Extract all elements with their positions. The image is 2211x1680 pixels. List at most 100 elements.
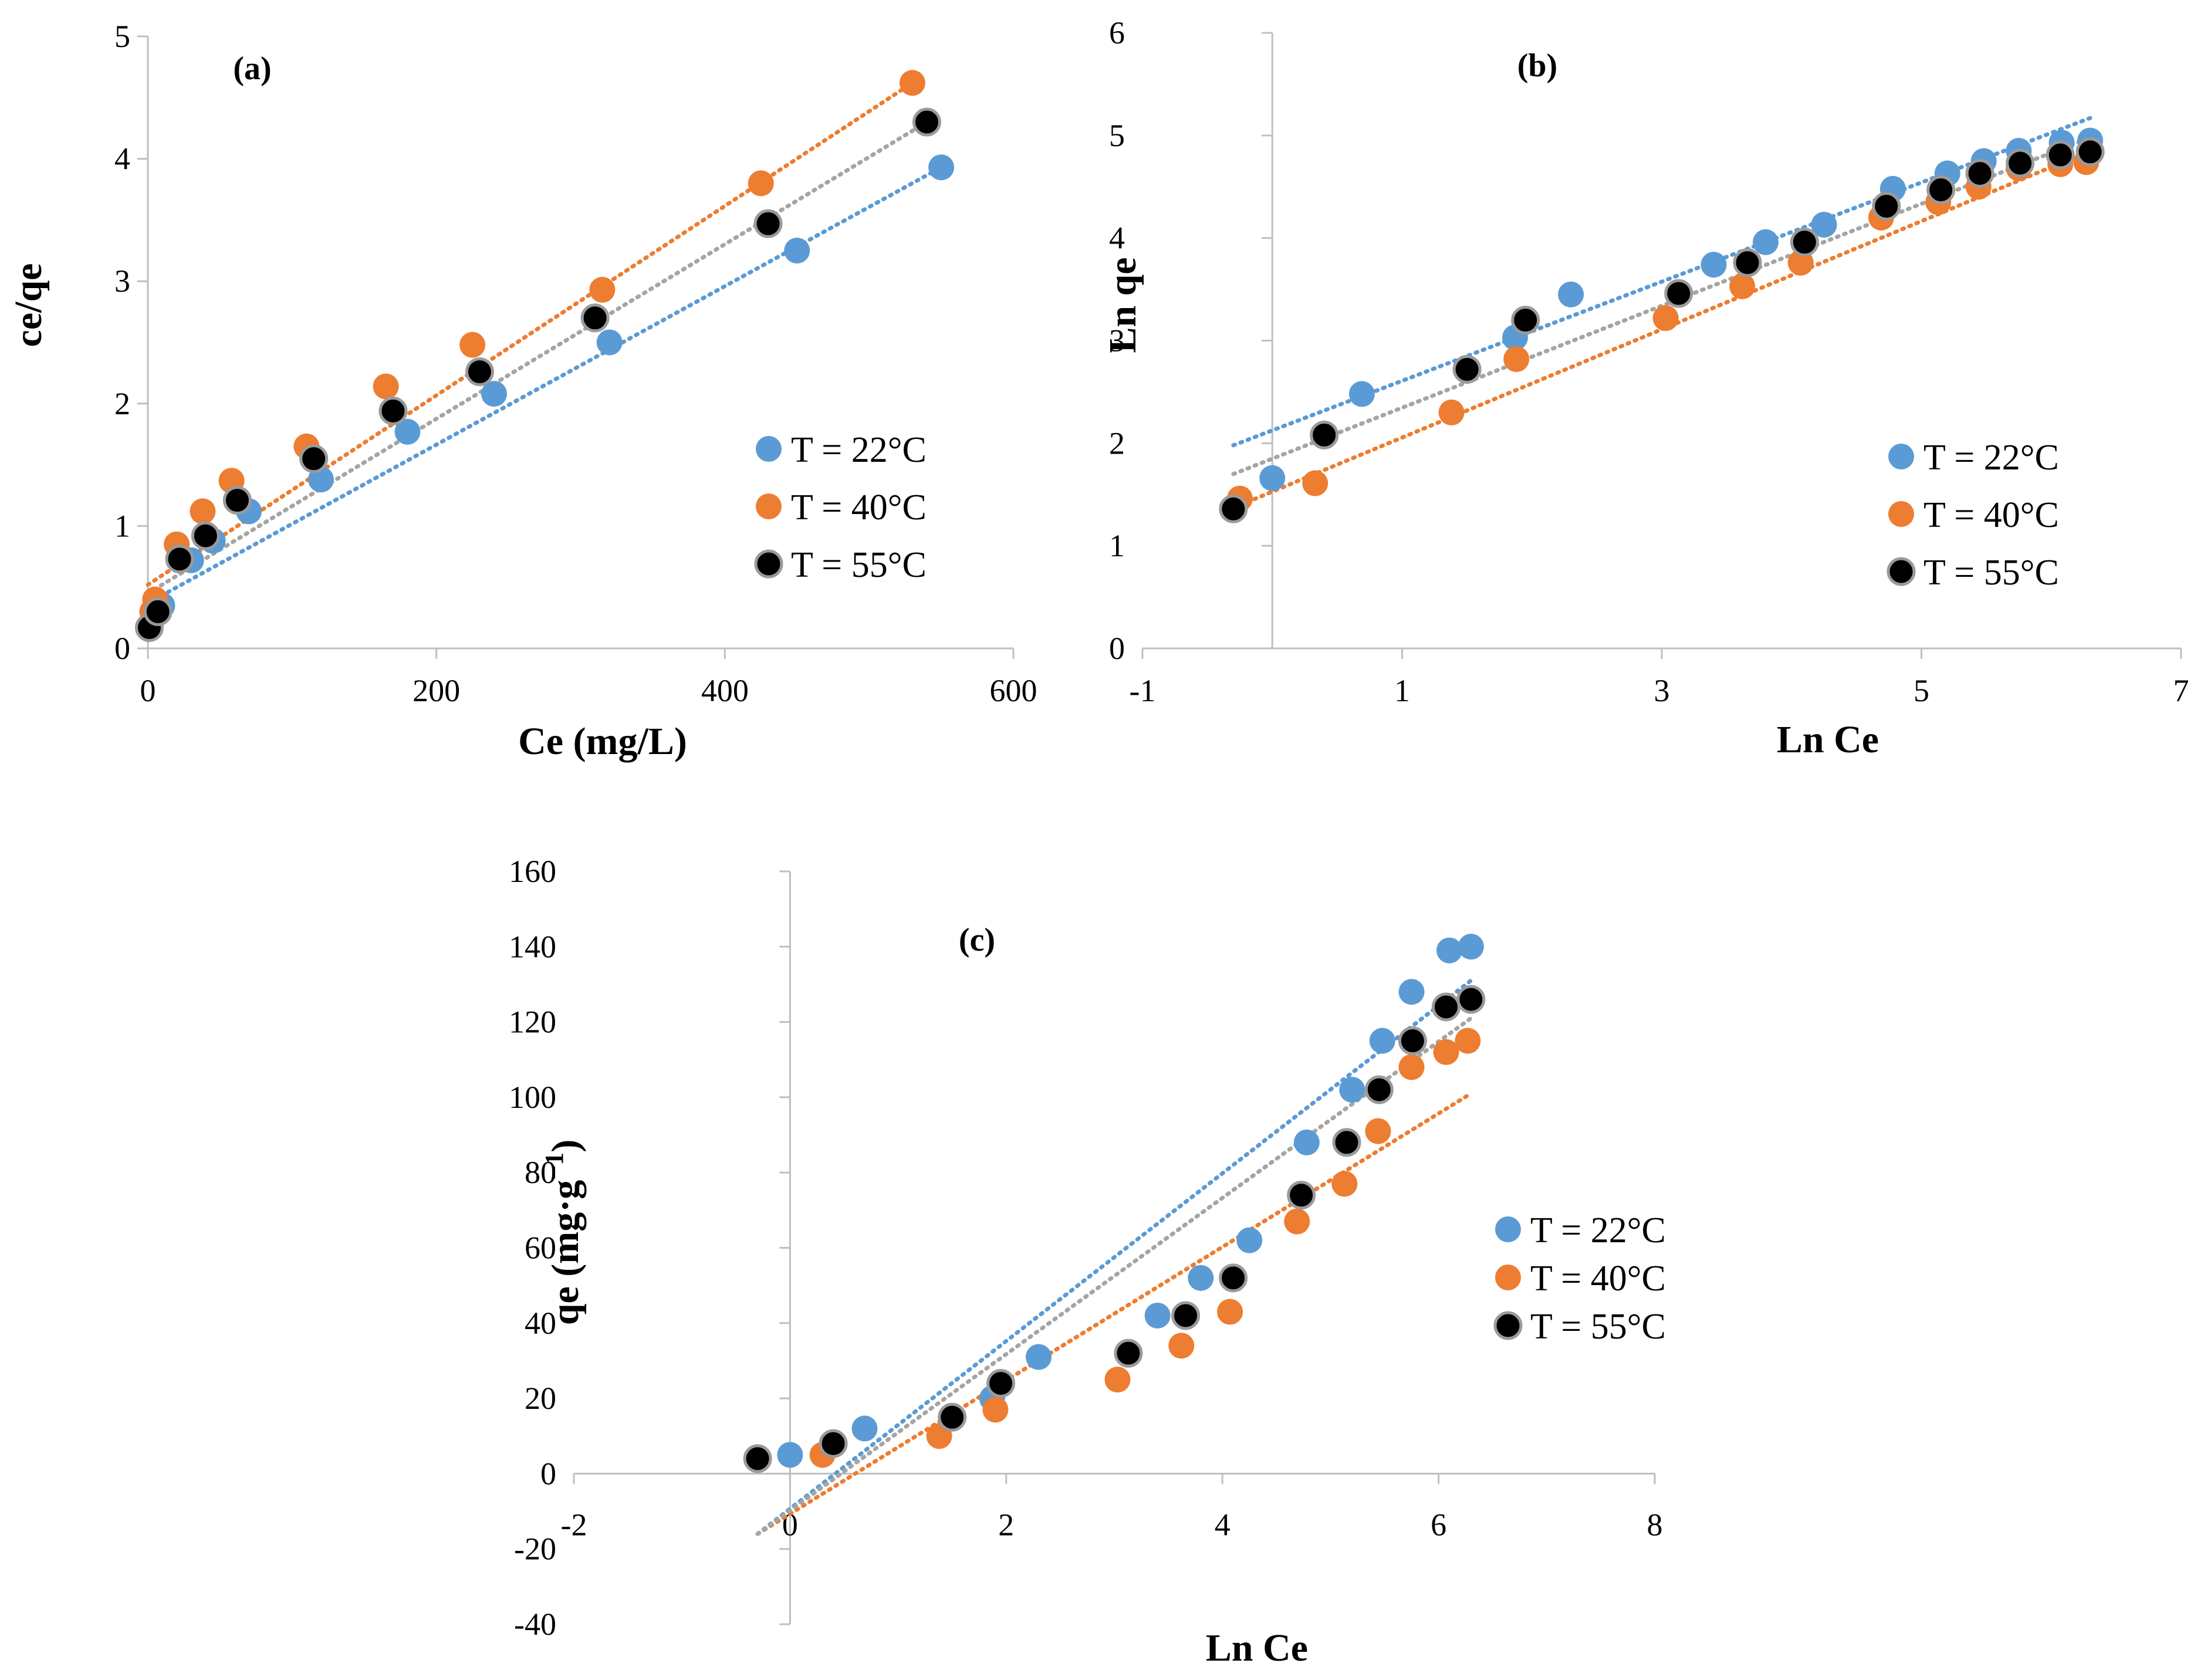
legend-label: T = 22°C (791, 430, 927, 470)
data-point-t55 (143, 597, 173, 626)
data-point-t55 (938, 1402, 967, 1432)
data-point-t22 (1293, 1129, 1320, 1155)
data-point-t55 (912, 107, 941, 137)
y-tick-label: 6 (1109, 15, 1125, 50)
data-point-t40 (373, 373, 399, 400)
trendline-t55 (1231, 135, 2092, 476)
data-point-t40 (748, 170, 774, 197)
data-point-t55 (1219, 1263, 1248, 1293)
data-point-t55 (753, 209, 783, 238)
trendline-t40 (755, 1091, 1473, 1536)
legend-marker-t40 (1888, 501, 1914, 527)
data-point-t55 (1287, 1181, 1316, 1210)
x-tick-label: -1 (1130, 673, 1156, 708)
x-tick-label: 6 (1431, 1507, 1446, 1542)
data-point-t55 (299, 444, 329, 474)
data-point-t22 (1348, 381, 1375, 407)
legend-marker-t22 (756, 436, 782, 462)
x-axis-title: Ln Ce (1777, 718, 1879, 761)
y-tick-label: 4 (114, 141, 130, 177)
y-tick-label: 100 (509, 1080, 556, 1115)
legend-label: T = 55°C (1530, 1307, 1666, 1347)
x-tick-label: -2 (561, 1507, 587, 1542)
data-point-t40 (1104, 1367, 1131, 1393)
legend-label: T = 22°C (1530, 1211, 1666, 1250)
x-tick-label: 5 (1914, 673, 1929, 708)
y-tick-label: 160 (509, 854, 556, 889)
data-point-t40 (982, 1397, 1009, 1423)
data-point-t40 (459, 332, 486, 358)
y-axis-title-superscript: −1 (540, 1152, 569, 1180)
data-point-t22 (481, 381, 507, 407)
data-point-t55 (2006, 148, 2035, 178)
data-point-t40 (1652, 305, 1679, 332)
data-point-t22 (1753, 229, 1779, 255)
y-tick-label: 0 (1109, 631, 1125, 666)
data-point-t22 (1236, 1227, 1263, 1253)
data-point-t55 (2046, 140, 2075, 170)
x-tick-label: 7 (2173, 673, 2189, 708)
data-point-t22 (1369, 1027, 1395, 1054)
y-tick-label: 20 (525, 1381, 556, 1416)
data-point-t55 (222, 486, 252, 515)
y-tick-label: -20 (514, 1532, 556, 1567)
x-axis-title: Ln Ce (1206, 1627, 1308, 1669)
data-point-t55 (1171, 1301, 1201, 1330)
data-point-t55 (743, 1444, 772, 1473)
chart-panel-a: 0 200 400 600 0 1 2 3 4 5 (a) Ce (mg/L) ce/qe T = 22°… (7, 19, 1037, 763)
data-point-t55 (2075, 137, 2105, 167)
trendline-t22 (755, 978, 1473, 1536)
data-point-t40 (589, 276, 616, 303)
legend-marker-t40 (1495, 1265, 1521, 1290)
data-point-t55 (1332, 1128, 1361, 1157)
data-point-t40 (899, 70, 925, 96)
y-tick-label: -40 (514, 1607, 556, 1642)
data-point-t55 (1511, 306, 1540, 335)
data-point-t55 (1456, 985, 1486, 1014)
data-point-t40 (1729, 273, 1756, 299)
data-point-t55 (1310, 420, 1339, 449)
data-point-t55 (1114, 1338, 1143, 1368)
legend-marker-t55 (1887, 557, 1916, 586)
x-tick-label: 400 (701, 673, 749, 708)
data-point-t22 (928, 154, 955, 181)
y-axis-title-text: ce/qe (7, 263, 50, 347)
trendline-t40 (146, 80, 915, 587)
data-point-t40 (1331, 1171, 1358, 1197)
y-tick-label: 80 (525, 1155, 556, 1190)
y-axis-title: qe (mg·g−1) (540, 1140, 587, 1326)
data-point-t22 (1339, 1077, 1365, 1103)
data-point-t55 (580, 303, 610, 333)
data-point-t22 (1458, 934, 1484, 960)
y-tick-label: 4 (1109, 221, 1125, 256)
chart-panel-b: -1 1 3 5 7 0 1 2 3 4 5 6 (b) Ln Ce Ln qe T = 22°C T = 40… (1101, 15, 2189, 761)
x-tick-label: 4 (1215, 1507, 1230, 1542)
panel-label: (a) (233, 50, 271, 87)
y-tick-label: 3 (1109, 323, 1125, 359)
x-tick-label: 3 (1654, 673, 1670, 708)
data-point-t55 (1926, 175, 1956, 204)
chart-panel-c: -2 0 2 4 6 8-40-20020406080100120140160(c)Ln … (509, 854, 1666, 1669)
data-point-t22 (596, 329, 623, 356)
trendline-t55 (146, 120, 929, 596)
legend-label: T = 55°C (1923, 553, 2059, 593)
data-point-t40 (1503, 346, 1530, 372)
data-point-t55 (191, 521, 220, 550)
x-tick-label: 1 (1394, 673, 1410, 708)
legend-label: T = 40°C (1530, 1259, 1666, 1299)
y-tick-label: 1 (1109, 528, 1125, 563)
data-point-t22 (1144, 1302, 1171, 1329)
y-tick-label: 40 (525, 1306, 556, 1341)
data-point-t22 (1811, 211, 1837, 238)
y-axis-title: Ln qe (1101, 257, 1144, 353)
y-tick-label: 2 (1109, 425, 1125, 461)
legend-label: T = 40°C (791, 488, 927, 528)
data-point-t40 (1438, 399, 1465, 425)
data-point-t22 (784, 238, 810, 264)
data-point-t22 (777, 1442, 803, 1468)
y-tick-label: 0 (114, 631, 130, 666)
data-point-t22 (1026, 1344, 1052, 1370)
x-tick-label: 200 (413, 673, 460, 708)
y-tick-label: 60 (525, 1231, 556, 1266)
data-point-t55 (1733, 248, 1762, 278)
